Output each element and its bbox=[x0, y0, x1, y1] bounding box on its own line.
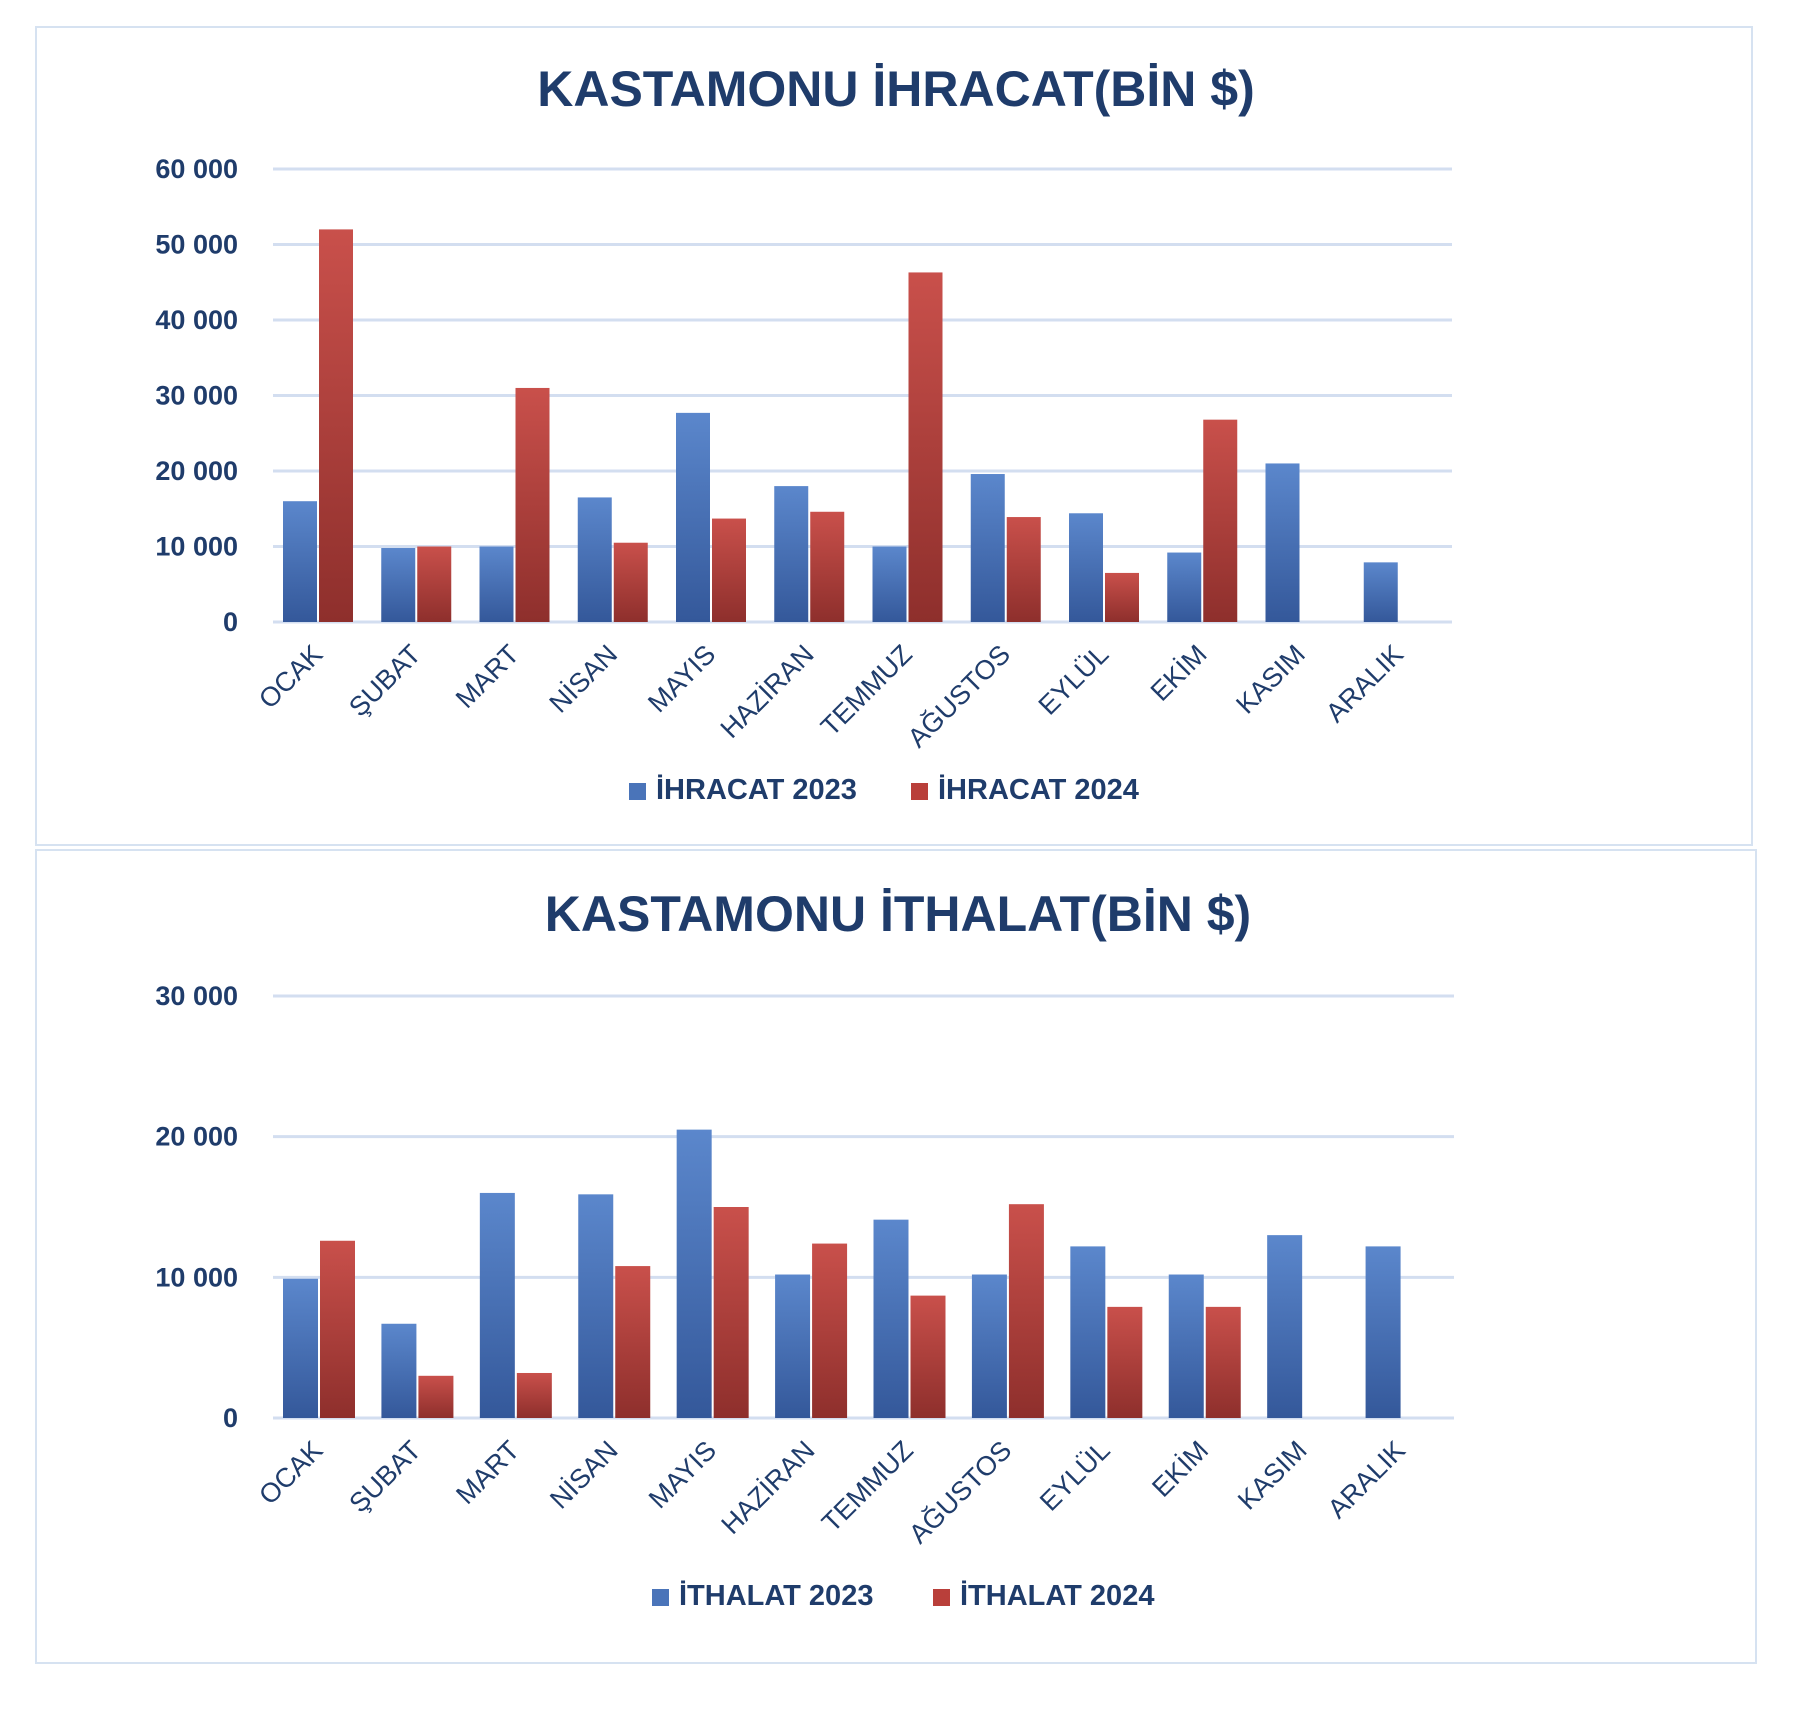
import-bar-ithalat-2023-nisan bbox=[578, 1194, 614, 1418]
export-x-tick-label-ekim: EKİM bbox=[1144, 638, 1213, 707]
export-bar-ihracat-2024-eylul bbox=[1105, 572, 1139, 622]
export-x-tick-label-ocak: OCAK bbox=[253, 639, 328, 714]
legend-label-ihracat-2024: İHRACAT 2024 bbox=[938, 774, 1139, 806]
import-bar-ithalat-2023-ekim bbox=[1168, 1274, 1204, 1418]
export-bar-ihracat-2024-nisan bbox=[613, 542, 648, 622]
export-bar-ihracat-2023-subat bbox=[381, 548, 416, 622]
import-x-tick-label-subat: ŞUBAT bbox=[343, 1435, 426, 1518]
legend-label-ithalat-2023: İTHALAT 2023 bbox=[679, 1580, 873, 1612]
import-bar-ithalat-2023-eylul bbox=[1070, 1246, 1106, 1418]
legend-swatch-ithalat-2024 bbox=[933, 1589, 950, 1606]
export-bar-ihracat-2024-haziran bbox=[810, 511, 845, 622]
export-x-tick-label-kasim: KASIM bbox=[1230, 639, 1311, 720]
export-bar-ihracat-2023-ocak bbox=[283, 501, 317, 622]
export-y-tick-label: 10 000 bbox=[155, 532, 238, 562]
export-y-tick-label: 30 000 bbox=[155, 381, 238, 411]
export-bar-ihracat-2024-mayis bbox=[712, 518, 746, 622]
export-y-tick-label: 20 000 bbox=[155, 456, 238, 486]
export-x-tick-label-mart: MART bbox=[450, 639, 525, 714]
export-y-tick-label: 60 000 bbox=[155, 154, 238, 184]
import-bar-ithalat-2024-ocak bbox=[320, 1240, 355, 1418]
import-x-tick-label-temmuz: TEMMUZ bbox=[816, 1435, 919, 1538]
import-y-tick-label: 0 bbox=[223, 1403, 238, 1433]
export-x-tick-label-eylul: EYLÜL bbox=[1033, 639, 1115, 721]
import-bar-ithalat-2024-eylul bbox=[1107, 1306, 1143, 1418]
export-bar-ihracat-2023-haziran bbox=[774, 486, 809, 622]
import-bar-ithalat-2024-agustos bbox=[1008, 1204, 1044, 1418]
import-bar-ithalat-2023-subat bbox=[381, 1323, 417, 1418]
import-x-tick-label-ocak: OCAK bbox=[253, 1435, 328, 1510]
import-x-tick-label-nisan: NİSAN bbox=[543, 1434, 623, 1514]
import-x-tick-label-mayis: MAYIS bbox=[643, 1435, 722, 1514]
import-bar-ithalat-2023-temmuz bbox=[873, 1219, 909, 1418]
export-x-tick-label-temmuz: TEMMUZ bbox=[815, 639, 918, 742]
import-bar-ithalat-2024-temmuz bbox=[910, 1295, 946, 1418]
import-bar-chart: KASTAMONU İTHALAT(BİN $) 0 10 000 20 000 30… bbox=[155, 886, 1454, 1612]
export-x-tick-label-nisan: NİSAN bbox=[543, 638, 623, 718]
export-y-tick-label: 50 000 bbox=[155, 230, 238, 260]
export-bar-ihracat-2023-eylul bbox=[1069, 513, 1103, 622]
export-y-tick-label: 0 bbox=[223, 607, 238, 637]
export-x-tick-label-mayis: MAYIS bbox=[642, 639, 721, 718]
import-x-tick-label-kasim: KASIM bbox=[1232, 1435, 1313, 1516]
import-bar-ithalat-2023-kasim bbox=[1267, 1235, 1303, 1418]
import-x-tick-label-aralik: ARALIK bbox=[1322, 1435, 1411, 1524]
import-x-tick-label-ekim: EKİM bbox=[1146, 1434, 1215, 1503]
legend-swatch-ihracat-2024 bbox=[911, 783, 928, 800]
export-bar-ihracat-2024-temmuz bbox=[908, 272, 943, 622]
export-bar-ihracat-2023-agustos bbox=[970, 474, 1005, 622]
export-bar-ihracat-2023-aralik bbox=[1363, 562, 1398, 622]
export-bar-chart: KASTAMONU İHRACAT(BİN $) 0 10 000 20 000 30… bbox=[155, 61, 1452, 806]
export-bar-ihracat-2024-ocak bbox=[319, 229, 353, 622]
import-y-tick-label: 20 000 bbox=[155, 1122, 238, 1152]
export-x-tick-label-haziran: HAZİRAN bbox=[714, 638, 820, 744]
import-chart-panel: KASTAMONU İTHALAT(BİN $) 0 10 000 20 000 30… bbox=[35, 849, 1757, 1664]
import-bar-ithalat-2024-mart bbox=[516, 1372, 552, 1418]
import-bar-ithalat-2023-agustos bbox=[971, 1274, 1007, 1418]
import-bar-ithalat-2024-nisan bbox=[615, 1266, 651, 1418]
export-bar-ihracat-2023-kasim bbox=[1265, 463, 1300, 622]
export-bar-ihracat-2024-ekim bbox=[1203, 419, 1238, 622]
export-bar-ihracat-2023-mart bbox=[479, 546, 514, 622]
import-bar-ithalat-2023-haziran bbox=[775, 1274, 811, 1418]
export-chart-panel: KASTAMONU İHRACAT(BİN $) 0 10 000 20 000 30… bbox=[35, 26, 1753, 846]
legend-swatch-ithalat-2023 bbox=[652, 1589, 669, 1606]
export-x-tick-label-agustos: AĞUSTOS bbox=[901, 638, 1016, 753]
export-x-tick-label-aralik: ARALIK bbox=[1320, 639, 1409, 728]
import-y-tick-label: 10 000 bbox=[155, 1262, 238, 1292]
import-bar-ithalat-2024-haziran bbox=[812, 1243, 848, 1418]
import-bar-ithalat-2023-mart bbox=[479, 1192, 515, 1418]
import-bar-ithalat-2024-mayis bbox=[713, 1207, 749, 1418]
export-bar-ihracat-2023-nisan bbox=[577, 497, 612, 622]
import-bar-ithalat-2023-aralik bbox=[1365, 1246, 1401, 1418]
import-bar-ithalat-2024-subat bbox=[418, 1375, 454, 1418]
import-bar-ithalat-2023-mayis bbox=[676, 1129, 712, 1418]
export-bar-ihracat-2023-temmuz bbox=[872, 546, 907, 622]
legend-label-ithalat-2024: İTHALAT 2024 bbox=[960, 1580, 1154, 1612]
export-bar-ihracat-2024-agustos bbox=[1006, 517, 1041, 622]
import-x-tick-label-eylul: EYLÜL bbox=[1034, 1435, 1116, 1517]
export-bar-ihracat-2024-mart bbox=[515, 387, 550, 622]
export-bar-ihracat-2023-ekim bbox=[1167, 552, 1202, 622]
legend-swatch-ihracat-2023 bbox=[629, 783, 646, 800]
import-x-tick-label-haziran: HAZİRAN bbox=[715, 1434, 821, 1540]
import-bar-ithalat-2023-ocak bbox=[283, 1278, 318, 1418]
import-x-tick-label-agustos: AĞUSTOS bbox=[902, 1434, 1017, 1549]
import-bar-ithalat-2024-ekim bbox=[1205, 1306, 1241, 1418]
export-chart-title: KASTAMONU İHRACAT(BİN $) bbox=[537, 61, 1255, 117]
import-y-tick-label: 30 000 bbox=[155, 981, 238, 1011]
export-bar-ihracat-2023-mayis bbox=[676, 412, 710, 622]
export-x-tick-label-subat: ŞUBAT bbox=[343, 639, 426, 722]
export-bar-ihracat-2024-subat bbox=[417, 546, 452, 622]
export-y-tick-label: 40 000 bbox=[155, 305, 238, 335]
legend-label-ihracat-2023: İHRACAT 2023 bbox=[656, 774, 857, 806]
import-x-tick-label-mart: MART bbox=[450, 1435, 525, 1510]
import-chart-title: KASTAMONU İTHALAT(BİN $) bbox=[545, 886, 1251, 942]
